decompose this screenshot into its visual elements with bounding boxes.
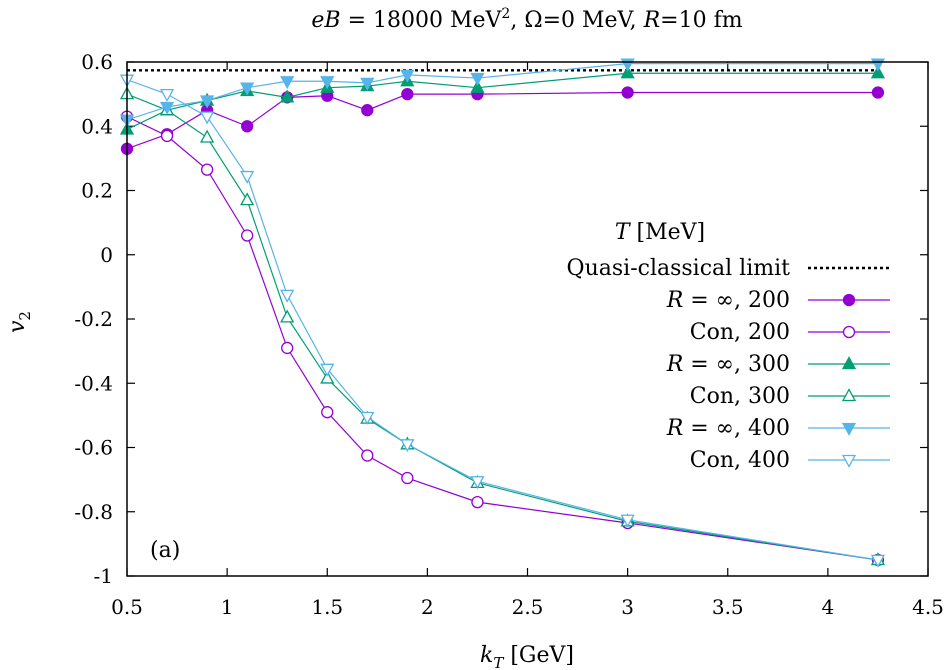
legend-entry-label: R = ∞, 300 bbox=[666, 352, 790, 377]
legend-sample-marker bbox=[841, 356, 857, 370]
x-axis-label: kT [GeV] bbox=[480, 643, 574, 670]
data-point bbox=[360, 77, 375, 91]
series-2 bbox=[119, 65, 886, 135]
y-tick-label: -0.8 bbox=[74, 500, 113, 524]
series-line bbox=[126, 63, 878, 121]
chart-title: eB = 18000 MeV2, Ω=0 MeV, R=10 fm bbox=[311, 6, 742, 33]
data-point bbox=[159, 101, 175, 115]
y-tick-label: -1 bbox=[94, 564, 113, 588]
data-point bbox=[281, 341, 294, 355]
data-point bbox=[620, 514, 635, 528]
legend-sample-marker bbox=[841, 454, 857, 468]
data-point bbox=[400, 439, 415, 453]
y-tick-label: -0.4 bbox=[74, 371, 113, 395]
data-point bbox=[401, 87, 414, 101]
series-line bbox=[126, 72, 878, 131]
x-tick-label: 3.5 bbox=[712, 595, 744, 619]
data-point bbox=[240, 192, 255, 206]
legend-entry-label: Quasi-classical limit bbox=[567, 256, 791, 281]
data-point bbox=[320, 363, 335, 377]
y-tick-label: 0.6 bbox=[81, 50, 113, 74]
series-line bbox=[126, 91, 878, 150]
x-tick-label: 2 bbox=[421, 595, 434, 619]
data-point bbox=[320, 370, 335, 384]
data-point bbox=[240, 170, 255, 184]
data-point bbox=[870, 58, 886, 72]
x-tick-label: 1 bbox=[221, 595, 234, 619]
data-point bbox=[400, 69, 415, 83]
data-point bbox=[401, 471, 414, 485]
data-point bbox=[361, 104, 374, 117]
data-point bbox=[470, 476, 485, 490]
data-point bbox=[200, 129, 215, 143]
data-point bbox=[159, 88, 175, 102]
y-axis-label: v2 bbox=[5, 311, 34, 333]
y-tick-label: 0 bbox=[100, 243, 113, 267]
series-4 bbox=[119, 58, 886, 128]
panel-label: (a) bbox=[150, 538, 180, 563]
data-point bbox=[280, 89, 295, 103]
legend-sample-marker bbox=[842, 325, 856, 339]
legend-entry-label: Con, 400 bbox=[690, 448, 790, 473]
y-tick-label: -0.2 bbox=[74, 307, 113, 331]
data-point bbox=[870, 65, 886, 79]
data-point bbox=[470, 72, 485, 86]
data-point bbox=[200, 111, 215, 125]
series-0 bbox=[120, 86, 885, 155]
legend-entry-label: Con, 200 bbox=[690, 320, 790, 345]
legend-entry-label: Con, 300 bbox=[690, 384, 790, 409]
data-point bbox=[470, 79, 485, 93]
legend-entry-label: R = ∞, 400 bbox=[666, 416, 790, 441]
data-point bbox=[871, 86, 885, 99]
legend-sample-marker bbox=[842, 293, 856, 307]
x-tick-label: 4.5 bbox=[912, 595, 944, 619]
y-tick-label: -0.6 bbox=[74, 436, 113, 460]
series-5 bbox=[119, 74, 886, 568]
x-tick-label: 4 bbox=[822, 595, 835, 619]
x-tick-label: 3 bbox=[621, 595, 634, 619]
plot-frame bbox=[126, 61, 929, 577]
y-tick-label: 0.4 bbox=[81, 114, 113, 138]
data-point bbox=[280, 289, 295, 303]
x-tick-label: 1.5 bbox=[311, 595, 343, 619]
y-tick-label: 0.2 bbox=[81, 179, 113, 203]
data-point bbox=[280, 76, 295, 90]
data-point bbox=[621, 86, 634, 99]
legend-entry-label: R = ∞, 200 bbox=[666, 288, 790, 313]
x-tick-label: 0.5 bbox=[111, 595, 143, 619]
data-point bbox=[160, 129, 174, 143]
data-point bbox=[200, 163, 214, 176]
data-point bbox=[471, 495, 484, 509]
data-point bbox=[240, 229, 254, 242]
legend-title: T [MeV] bbox=[615, 220, 705, 245]
data-point bbox=[870, 554, 886, 568]
legend-sample-marker bbox=[841, 422, 857, 436]
data-point bbox=[240, 82, 255, 96]
data-point bbox=[620, 65, 635, 79]
data-point bbox=[200, 95, 215, 109]
legend-sample-marker bbox=[841, 388, 857, 402]
data-point bbox=[321, 406, 334, 419]
x-tick-label: 2.5 bbox=[512, 595, 544, 619]
data-point bbox=[240, 120, 254, 133]
data-point bbox=[361, 449, 374, 462]
data-point bbox=[280, 309, 295, 323]
data-point bbox=[360, 411, 375, 425]
data-point bbox=[320, 76, 335, 90]
